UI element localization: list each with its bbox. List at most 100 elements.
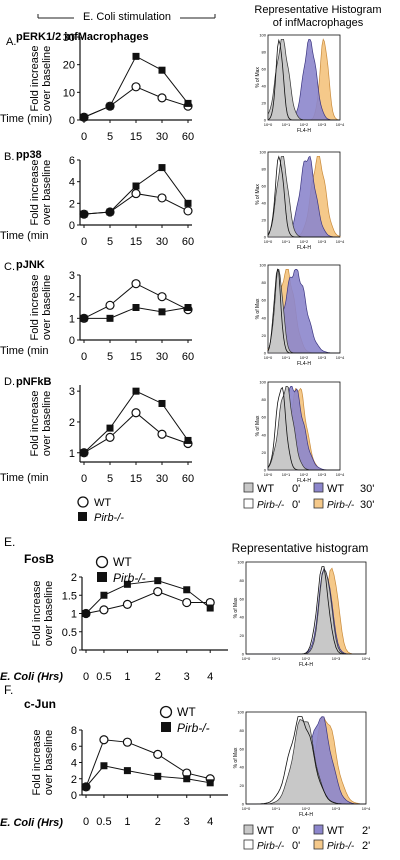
panel-letter-c: C.	[4, 261, 15, 273]
histogram-y-tick-label: 40	[240, 765, 245, 770]
legend-f-wt-label: WT	[177, 705, 196, 719]
histogram-y-tick-label: 40	[262, 315, 267, 320]
x-tick-label: 30	[156, 473, 168, 485]
x-tick-label: 60	[182, 473, 194, 485]
histogram-y-tick-label: 60	[262, 67, 267, 72]
histogram-frame	[245, 561, 367, 655]
x-tick-label: 0	[83, 816, 89, 828]
pirb-data-point	[184, 436, 192, 444]
histogram-y-tick-label: 40	[262, 432, 267, 437]
y-axis-label: over baseline	[43, 581, 55, 646]
pirb-data-point	[106, 102, 114, 110]
hist-legend-b-wt2-time: 2'	[362, 825, 370, 837]
x-tick-label: 30	[156, 236, 168, 248]
hist-legend-b-ko0-time: 0'	[292, 840, 300, 852]
xlabel-e: E. Coli (Hrs)	[0, 671, 63, 683]
x-tick-label: 60	[182, 131, 194, 143]
pirb-data-point	[106, 208, 114, 216]
stimulation-label: E. Coli stimulation	[83, 11, 171, 23]
x-tick-label: 15	[130, 131, 142, 143]
y-tick-label: 2	[71, 774, 77, 786]
pirb-data-point	[184, 99, 192, 107]
histogram-x-tick-label: 10^4	[336, 122, 345, 127]
pirb-data-point	[154, 577, 162, 585]
histogram-y-tick-label: 40	[262, 201, 267, 206]
histogram-x-tick-label: 10^0	[264, 355, 273, 360]
pirb-baseline-histogram	[267, 155, 340, 238]
chart-cjun: 0 2 4 6 8 0 0.5 1 2 3 4 Fold increase over baseline	[31, 725, 228, 828]
wt-data-point	[105, 300, 115, 310]
histogram-x-tick-label: 10^4	[336, 472, 345, 477]
histogram-y-tick-label: 60	[262, 184, 267, 189]
stimulation-header: E. Coli stimulation	[37, 8, 216, 23]
pirb-data-point	[106, 314, 114, 322]
x-tick-label: 3	[184, 816, 190, 828]
y-axis-label: Fold increase	[29, 45, 41, 111]
y-tick-label: 10	[63, 87, 75, 99]
y-tick-label: 3	[69, 270, 75, 282]
histogram-x-label: FL4-H	[297, 245, 311, 251]
histogram-legend-top: WT 0' WT 30' Pirb-/- 0' Pirb-/- 30'	[243, 482, 374, 511]
wt-data-point	[157, 429, 167, 439]
histogram-y-tick-label: 80	[262, 167, 267, 172]
x-tick-label: 1	[124, 671, 130, 683]
histogram-x-tick-label: 10^0	[242, 806, 251, 811]
histogram-y-label: % of Max	[255, 67, 261, 88]
histogram-x-label: FL4-H	[299, 662, 313, 668]
histogram-x-tick-label: 10^2	[302, 656, 311, 661]
wt-series-line	[83, 283, 189, 319]
histogram-x-tick-label: 10^1	[282, 355, 291, 360]
histogram-x-tick-label: 10^3	[318, 239, 327, 244]
swatch-b-wt2	[313, 824, 324, 835]
y-tick-label: 2	[69, 198, 75, 210]
legend-e-ko-marker	[97, 572, 107, 582]
wt-data-point	[183, 206, 193, 216]
legend-wt-label: WT	[94, 497, 111, 509]
x-tick-label: 5	[107, 473, 113, 485]
histogram-y-tick-label: 60	[240, 746, 245, 751]
histogram-x-label: FL4-H	[297, 478, 311, 484]
histogram-x-tick-label: 10^0	[242, 656, 251, 661]
wt-data-point	[122, 737, 133, 747]
histogram-x-tick-label: 10^1	[282, 472, 291, 477]
hist-legend-b-wt0-time: 0'	[292, 825, 300, 837]
pirb-data-point	[158, 308, 166, 316]
x-tick-label: 0	[81, 131, 87, 143]
panel-letter-d: D.	[4, 376, 15, 388]
histogram-pnfkb: FL4-H % of Max 10^0 10^1 10^2 10^3 10^4 0 20 40 60…	[255, 380, 345, 485]
histogram-y-tick-label: 20	[240, 633, 245, 638]
swatch-ko30	[313, 498, 324, 509]
pirb-baseline-histogram	[246, 716, 366, 805]
hist-legend-ko30-time: 30'	[360, 499, 374, 511]
swatch-ko0	[243, 498, 254, 509]
y-axis-label: over baseline	[41, 46, 53, 111]
hist-legend-ko0-label: Pirb-/-	[257, 500, 285, 511]
histogram-x-tick-label: 10^1	[282, 122, 291, 127]
pirb-data-point	[158, 164, 166, 172]
histogram-y-tick-label: 0	[264, 351, 267, 356]
pirb-data-point	[184, 304, 192, 311]
hist-legend-wt30-time: 30'	[360, 483, 374, 495]
y-tick-label: 0.5	[62, 627, 77, 639]
x-tick-label: 4	[207, 816, 213, 828]
y-tick-label: 6	[69, 155, 75, 167]
histogram-y-tick-label: 0	[264, 118, 267, 123]
y-tick-label: 0	[71, 790, 77, 802]
histogram-y-tick-label: 0	[264, 468, 267, 473]
histogram-x-label: FL4-H	[297, 128, 311, 134]
wt-data-point	[182, 597, 192, 608]
histogram-y-tick-label: 100	[259, 380, 266, 385]
histogram-x-label: FL4-H	[299, 812, 313, 818]
legend-wt-marker	[77, 496, 89, 508]
pirb-data-point	[132, 182, 140, 190]
histogram-y-tick-label: 80	[262, 280, 267, 285]
swatch-wt0	[243, 482, 254, 493]
pirb-data-point	[154, 772, 162, 780]
legend-f-ko-marker	[161, 722, 171, 732]
y-tick-label: 1	[69, 448, 75, 460]
pirb-data-point	[80, 113, 88, 121]
xlabel-b: Time (min	[0, 230, 48, 242]
xlabel-d: Time (min	[0, 472, 48, 484]
